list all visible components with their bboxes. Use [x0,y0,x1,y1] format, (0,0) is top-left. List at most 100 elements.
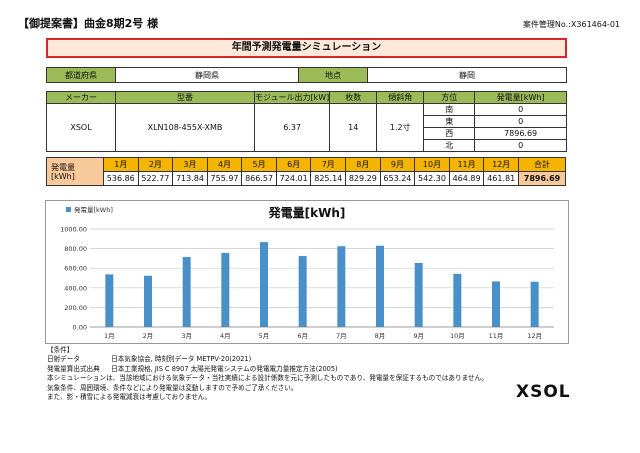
condition-note: 本シミュレーションは、当該地域における気象データ・当社実績による設計係数を元に予… [47,374,488,383]
chart-svg: 発電量[kWh] 発電量[kWh] 0.00 200.00 400.00 600.00 80… [60,205,554,340]
generation-west: 7896.69 [474,127,567,140]
month-value: 653.24 [379,171,416,186]
month-header: 2月 [137,157,174,172]
month-header: 8月 [345,157,381,172]
month-value: 724.01 [275,171,312,186]
bar [530,281,539,327]
output-value: 6.37 [253,103,331,152]
bar [376,245,384,327]
month-header: 6月 [275,157,312,172]
col-model: 型番 [115,91,255,104]
conditions-heading: 【条件】 [47,346,74,354]
count-value: 14 [329,103,378,152]
location-table: 都道府県 静岡県 地点 静岡 [46,67,567,83]
x-tick-label: 11月 [489,332,504,340]
col-count: 枚数 [329,91,378,104]
x-tick-label: 3月 [181,332,192,340]
month-header: 1月 [103,157,139,172]
col-tilt: 傾斜角 [376,91,425,104]
col-direction: 方位 [423,91,476,104]
bar [337,246,346,327]
legend-swatch [66,207,71,212]
chart-title: 発電量[kWh] [268,205,346,220]
legend-label: 発電量[kWh] [74,205,113,214]
generation-north: 0 [474,139,567,152]
monthly-label: 発電量 [kWh] [46,157,104,186]
maker-value: XSOL [46,103,116,152]
monthly-table: 発電量 [kWh] 1月 2月 3月 4月 5月 6月 7月 8月 9月 10月… [46,157,566,186]
month-header: 9月 [379,157,416,172]
generation-south: 0 [474,103,567,116]
col-maker: メーカー [46,91,116,104]
bar [414,262,423,327]
condition-value: 日本工業規格, JIS C 8907 太陽光発電システムの発電電力量推定方法(2… [111,364,338,373]
module-table: メーカー 型番 モジュール出力[kW] 枚数 傾斜角 方位 発電量[kWh] X… [46,91,567,152]
total-value: 7896.69 [518,171,566,186]
month-header: 3月 [172,157,208,172]
condition-line: 日射データ 日本気象協会, 時刻別データ METPV-20(2021) [47,355,488,364]
x-tick-label: 5月 [259,332,270,340]
x-tick-label: 9月 [413,332,424,340]
month-value: 825.14 [310,171,347,186]
bar [492,281,500,327]
x-tick-label: 8月 [375,332,386,340]
condition-key: 日射データ [47,355,80,364]
x-tick-label: 1月 [104,332,115,340]
direction-east: 東 [423,115,476,128]
x-tick-label: 4月 [220,332,231,340]
total-header: 合計 [518,157,566,172]
condition-note: 気象条件、周囲環境、条件などにより発電量は変動しますので予めご了承ください。 [47,383,298,392]
col-output: モジュール出力[kW] [253,91,331,104]
case-number: 案件管理No.:X361464-01 [522,20,620,29]
generation-east: 0 [474,115,567,128]
document-title: 【御提案書】曲金8期2号 様 [18,17,159,30]
month-header: 4月 [206,157,243,172]
month-header: 5月 [241,157,277,172]
bar [260,242,268,327]
month-value: 461.81 [483,171,519,186]
direction-north: 北 [423,139,476,152]
y-tick-label: 800.00 [64,245,87,253]
y-tick-label: 600.00 [64,265,87,273]
monthly-label-line2: [kWh] [51,171,75,181]
month-value: 755.97 [206,171,243,186]
y-tick-label: 400.00 [64,284,87,292]
month-value: 542.30 [414,171,450,186]
generation-chart: 発電量[kWh] 発電量[kWh] 0.00 200.00 400.00 600.00 80… [45,200,569,344]
bar [182,257,191,327]
point-label: 地点 [298,67,368,83]
month-value: 866.57 [241,171,277,186]
bar [144,275,152,327]
y-tick-label: 200.00 [64,304,87,312]
condition-value: 日本気象協会, 時刻別データ METPV-20(2021) [111,355,252,364]
x-tick-label: 10月 [450,332,465,340]
month-value: 464.89 [448,171,485,186]
xsol-logo: XSOL [516,382,571,402]
bar [221,252,230,327]
month-value: 522.77 [137,171,174,186]
point-value: 静岡 [367,67,567,83]
month-value: 536.86 [103,171,139,186]
model-value: XLN108-455X-XMB [115,103,255,152]
x-tick-label: 7月 [336,332,347,340]
bar [105,274,114,327]
y-tick-label: 0.00 [73,324,87,332]
condition-line: 発電量算出式出典 日本工業規格, JIS C 8907 太陽光発電システムの発電… [47,365,488,374]
month-header: 11月 [448,157,485,172]
conditions-block: 【条件】 日射データ 日本気象協会, 時刻別データ METPV-20(2021)… [47,346,488,402]
tilt-value: 1.2寸 [376,103,425,152]
month-value: 713.84 [172,171,208,186]
x-tick-label: 2月 [143,332,154,340]
condition-note: また、影・積雪による発電減衰は考慮しておりません。 [47,393,212,402]
bar [453,273,462,327]
x-tick-label: 6月 [297,332,308,340]
month-header: 12月 [483,157,519,172]
month-header: 10月 [414,157,450,172]
direction-west: 西 [423,127,476,140]
condition-key: 発電量算出式出典 [47,364,100,373]
bar [298,256,307,327]
monthly-label-line1: 発電量 [51,162,75,172]
x-tick-label: 12月 [527,332,542,340]
month-value: 829.29 [345,171,381,186]
y-tick-label: 1000.00 [60,226,87,234]
